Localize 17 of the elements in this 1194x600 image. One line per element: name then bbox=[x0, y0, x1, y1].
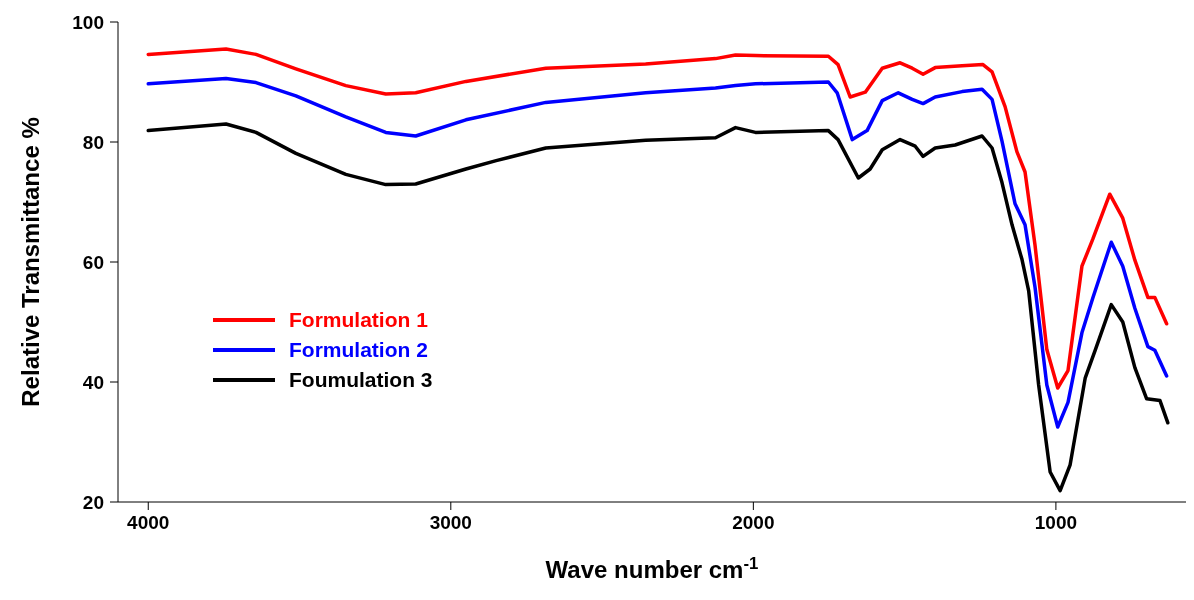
line-series bbox=[146, 47, 1169, 390]
x-tick-label: 4000 bbox=[127, 512, 170, 534]
y-tick-label: 80 bbox=[82, 131, 104, 153]
x-tick-label: 3000 bbox=[429, 512, 472, 534]
x-tick-label: 1000 bbox=[1034, 512, 1078, 534]
legend-label: Formulation 2 bbox=[289, 338, 428, 362]
line-series bbox=[146, 76, 1169, 429]
line-series bbox=[146, 122, 1170, 493]
legend-label: Formulation 1 bbox=[289, 308, 428, 332]
x-axis-title: Wave number cm$^{-1}$ bbox=[545, 553, 759, 583]
legend-label: Foumulation 3 bbox=[289, 368, 433, 392]
y-tick-label: 60 bbox=[82, 251, 104, 273]
y-tick-label: 100 bbox=[72, 11, 104, 33]
y-tick-label: 40 bbox=[82, 371, 104, 393]
y-tick-label: 20 bbox=[82, 491, 104, 513]
x-tick-label: 2000 bbox=[732, 512, 775, 534]
y-axis-title: Relative Transmittance % bbox=[16, 117, 44, 407]
